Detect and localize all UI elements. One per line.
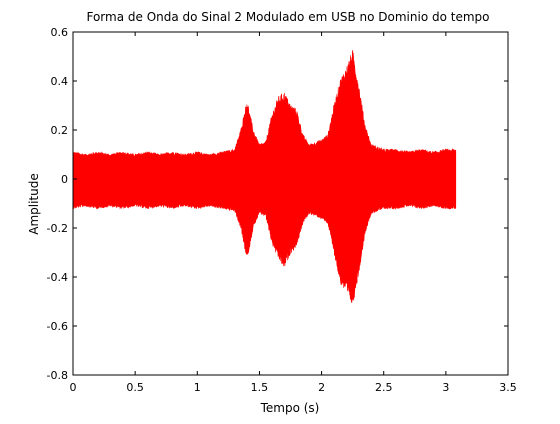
y-axis-label: Amplitude	[27, 173, 41, 235]
y-tick-label: 0.4	[51, 75, 69, 88]
chart-title: Forma de Onda do Sinal 2 Modulado em USB…	[86, 10, 489, 24]
plot-layer	[72, 50, 457, 303]
x-tick-label: 3	[442, 381, 449, 394]
x-tick-label: 3.5	[499, 381, 517, 394]
x-axis-label: Tempo (s)	[260, 401, 320, 415]
y-tick-label: 0.2	[51, 124, 69, 137]
y-tick-label: -0.8	[47, 369, 68, 382]
plot-frame	[72, 31, 509, 376]
x-tick-label: 0.5	[126, 381, 144, 394]
x-tick-label: 2.5	[375, 381, 393, 394]
x-tick-label: 1	[194, 381, 201, 394]
y-tick-label: 0	[61, 173, 68, 186]
x-axis: 0 0.5 1 1.5 2 2.5 3 3.5	[70, 32, 517, 394]
x-tick-label: 1.5	[251, 381, 269, 394]
y-tick-label: -0.6	[47, 320, 68, 333]
y-tick-label: -0.4	[47, 271, 68, 284]
y-tick-label: 0.6	[51, 26, 69, 39]
x-tick-label: 0	[70, 381, 77, 394]
y-tick-label: -0.2	[47, 222, 68, 235]
signal-waveform	[72, 50, 457, 303]
x-tick-label: 2	[318, 381, 325, 394]
y-axis: -0.8 -0.6 -0.4 -0.2 0 0.2 0.4 0.6	[47, 26, 508, 382]
